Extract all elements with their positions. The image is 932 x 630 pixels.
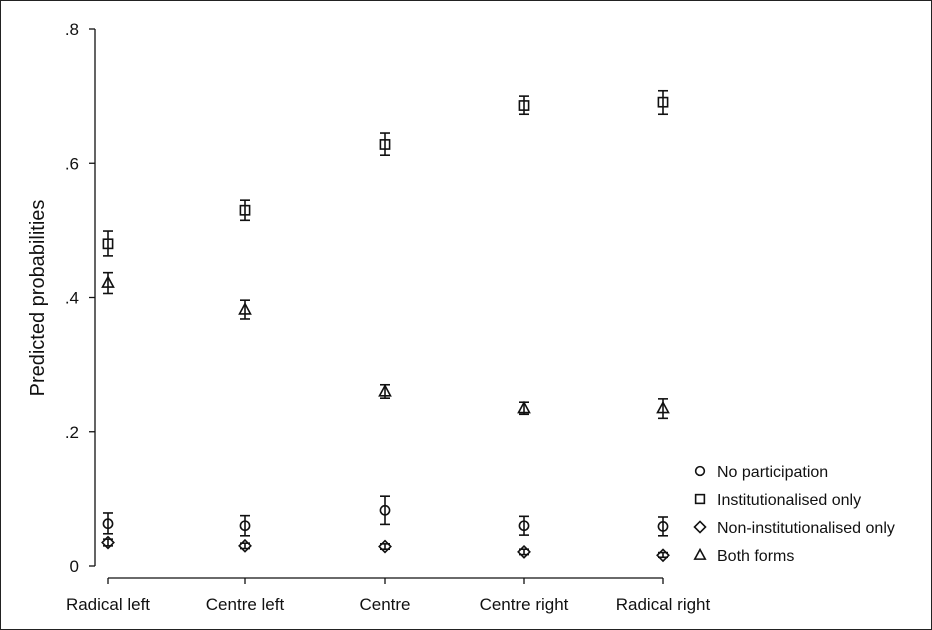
y-tick-label: .2 bbox=[65, 423, 79, 442]
legend-label: Institutionalised only bbox=[717, 492, 861, 509]
legend-marker-triangle bbox=[693, 547, 707, 560]
data-point-triangle bbox=[656, 400, 670, 414]
y-tick-label: .4 bbox=[65, 289, 79, 308]
data-point-triangle bbox=[517, 400, 531, 414]
data-point-diamond bbox=[238, 538, 252, 553]
data-point-circle bbox=[239, 520, 251, 532]
data-point-triangle bbox=[238, 302, 252, 315]
legend-label: Non-institutionalised only bbox=[717, 520, 895, 537]
data-point-square bbox=[657, 96, 669, 108]
data-point-diamond bbox=[517, 544, 531, 559]
x-tick-label: Centre bbox=[359, 595, 410, 614]
data-point-diamond bbox=[101, 535, 115, 550]
data-point-triangle bbox=[101, 275, 115, 288]
data-point-triangle bbox=[378, 383, 392, 397]
data-point-circle bbox=[102, 518, 114, 530]
x-axis: Radical left Centre left Centre Centre righ… bbox=[66, 577, 711, 614]
plot-marks bbox=[101, 89, 670, 563]
y-tick-label: .8 bbox=[65, 20, 79, 39]
data-point-circle bbox=[379, 504, 391, 516]
y-axis-title: Predicted probabilities bbox=[27, 200, 49, 397]
y-axis: 0 .2 .4 .6 .8 bbox=[65, 20, 96, 576]
data-point-diamond bbox=[656, 548, 670, 563]
legend-marker-circle bbox=[694, 465, 706, 477]
data-point-square bbox=[102, 238, 114, 250]
data-point-diamond bbox=[378, 539, 392, 554]
x-tick-label: Centre right bbox=[480, 595, 569, 614]
data-point-circle bbox=[657, 520, 669, 532]
legend-label: Both forms bbox=[717, 548, 794, 565]
data-point-square bbox=[379, 139, 391, 150]
legend-marker-square bbox=[694, 493, 706, 505]
legend-label: No participation bbox=[717, 464, 828, 481]
y-tick-label: .6 bbox=[65, 154, 79, 173]
data-point-square bbox=[518, 100, 530, 111]
data-point-square bbox=[239, 204, 251, 216]
data-point-circle bbox=[518, 520, 530, 532]
x-tick-label: Centre left bbox=[206, 595, 285, 614]
x-tick-label: Radical left bbox=[66, 595, 150, 614]
legend-marker-diamond bbox=[693, 520, 707, 534]
y-tick-label: 0 bbox=[70, 557, 79, 576]
x-tick-label: Radical right bbox=[616, 595, 711, 614]
legend: No participation Institutionalised only No… bbox=[693, 464, 895, 565]
